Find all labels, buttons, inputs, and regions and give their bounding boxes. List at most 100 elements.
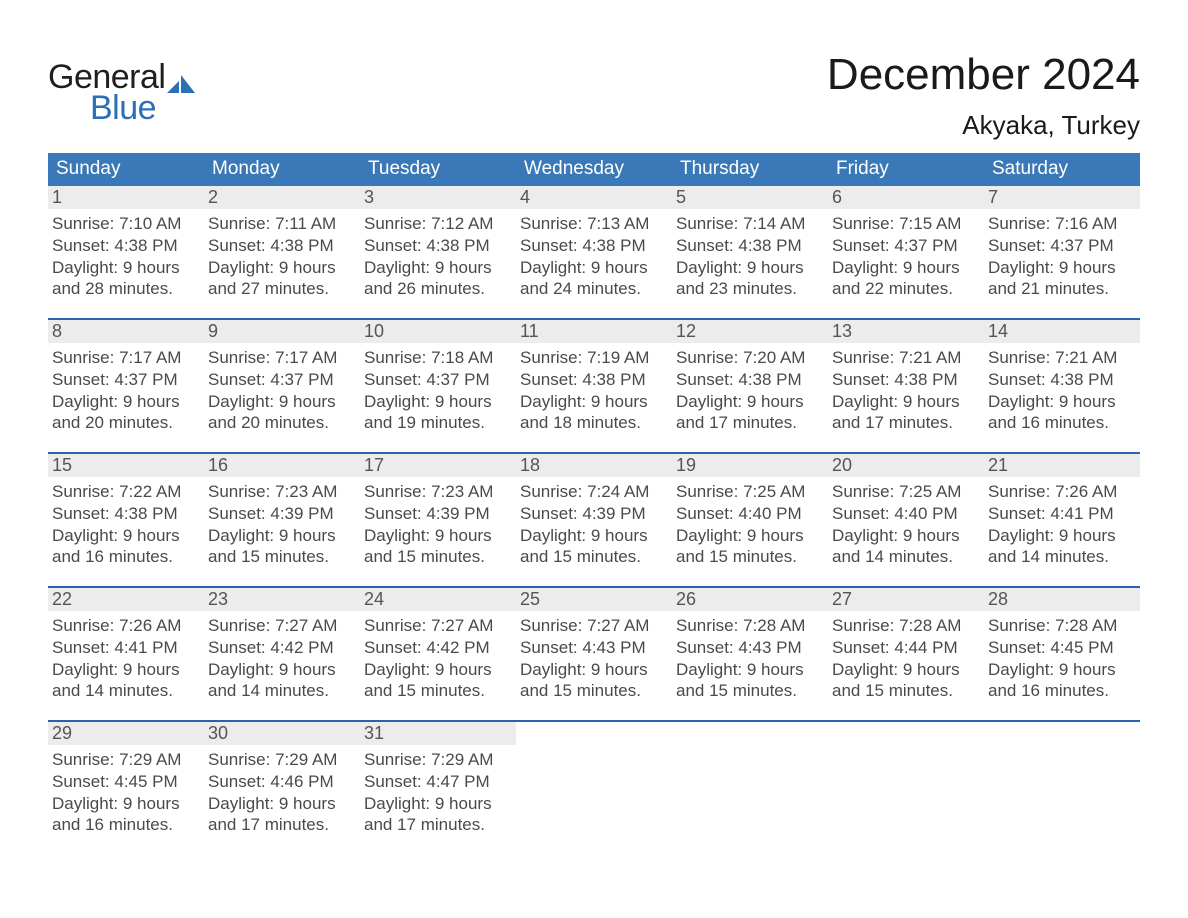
daylight-line-2: and 21 minutes. [988,278,1136,300]
day-info: Sunrise: 7:21 AMSunset: 4:38 PMDaylight:… [832,343,980,434]
daylight-line-1: Daylight: 9 hours [208,793,356,815]
calendar-day-cell: 19Sunrise: 7:25 AMSunset: 4:40 PMDayligh… [672,454,828,586]
daylight-line-1: Daylight: 9 hours [52,525,200,547]
daylight-line-1: Daylight: 9 hours [52,257,200,279]
daylight-line-2: and 14 minutes. [208,680,356,702]
sunrise-line: Sunrise: 7:18 AM [364,347,512,369]
weekday-header: Saturday [984,153,1140,186]
sunrise-line: Sunrise: 7:12 AM [364,213,512,235]
calendar-day-cell: 22Sunrise: 7:26 AMSunset: 4:41 PMDayligh… [48,588,204,720]
daylight-line-1: Daylight: 9 hours [208,525,356,547]
daylight-line-2: and 17 minutes. [208,814,356,836]
weekday-header: Monday [204,153,360,186]
daylight-line-2: and 14 minutes. [52,680,200,702]
daylight-line-2: and 15 minutes. [520,680,668,702]
daylight-line-1: Daylight: 9 hours [520,391,668,413]
calendar-day-cell: 26Sunrise: 7:28 AMSunset: 4:43 PMDayligh… [672,588,828,720]
sunrise-line: Sunrise: 7:28 AM [676,615,824,637]
daylight-line-2: and 14 minutes. [988,546,1136,568]
calendar-day-cell: 31Sunrise: 7:29 AMSunset: 4:47 PMDayligh… [360,722,516,854]
sunset-line: Sunset: 4:38 PM [208,235,356,257]
day-number: 28 [984,588,1140,611]
calendar-week-row: 29Sunrise: 7:29 AMSunset: 4:45 PMDayligh… [48,720,1140,854]
daylight-line-1: Daylight: 9 hours [676,257,824,279]
sunset-line: Sunset: 4:38 PM [988,369,1136,391]
day-number: 5 [672,186,828,209]
day-info: Sunrise: 7:25 AMSunset: 4:40 PMDaylight:… [832,477,980,568]
sunrise-line: Sunrise: 7:26 AM [52,615,200,637]
day-number: 9 [204,320,360,343]
day-number: 15 [48,454,204,477]
sunset-line: Sunset: 4:38 PM [52,503,200,525]
daylight-line-1: Daylight: 9 hours [520,257,668,279]
daylight-line-2: and 15 minutes. [364,680,512,702]
sunrise-line: Sunrise: 7:13 AM [520,213,668,235]
sunrise-line: Sunrise: 7:23 AM [364,481,512,503]
weekday-header: Wednesday [516,153,672,186]
day-info: Sunrise: 7:16 AMSunset: 4:37 PMDaylight:… [988,209,1136,300]
calendar-day-cell: 4Sunrise: 7:13 AMSunset: 4:38 PMDaylight… [516,186,672,318]
sunset-line: Sunset: 4:43 PM [520,637,668,659]
daylight-line-1: Daylight: 9 hours [988,257,1136,279]
sunset-line: Sunset: 4:47 PM [364,771,512,793]
calendar-day-cell: 10Sunrise: 7:18 AMSunset: 4:37 PMDayligh… [360,320,516,452]
daylight-line-2: and 18 minutes. [520,412,668,434]
sunset-line: Sunset: 4:42 PM [364,637,512,659]
location-subtitle: Akyaka, Turkey [827,110,1140,141]
calendar-day-cell: 16Sunrise: 7:23 AMSunset: 4:39 PMDayligh… [204,454,360,586]
calendar-day-cell: 20Sunrise: 7:25 AMSunset: 4:40 PMDayligh… [828,454,984,586]
daylight-line-1: Daylight: 9 hours [832,257,980,279]
day-info: Sunrise: 7:23 AMSunset: 4:39 PMDaylight:… [364,477,512,568]
day-info: Sunrise: 7:24 AMSunset: 4:39 PMDaylight:… [520,477,668,568]
day-info: Sunrise: 7:23 AMSunset: 4:39 PMDaylight:… [208,477,356,568]
calendar-day-cell: 15Sunrise: 7:22 AMSunset: 4:38 PMDayligh… [48,454,204,586]
weekday-header: Sunday [48,153,204,186]
sunrise-line: Sunrise: 7:29 AM [52,749,200,771]
daylight-line-1: Daylight: 9 hours [832,659,980,681]
sunset-line: Sunset: 4:39 PM [520,503,668,525]
calendar-day-cell [516,722,672,854]
daylight-line-2: and 22 minutes. [832,278,980,300]
day-info: Sunrise: 7:29 AMSunset: 4:47 PMDaylight:… [364,745,512,836]
daylight-line-1: Daylight: 9 hours [520,525,668,547]
sunset-line: Sunset: 4:38 PM [676,235,824,257]
day-info: Sunrise: 7:10 AMSunset: 4:38 PMDaylight:… [52,209,200,300]
calendar-week-row: 15Sunrise: 7:22 AMSunset: 4:38 PMDayligh… [48,452,1140,586]
daylight-line-2: and 27 minutes. [208,278,356,300]
day-info: Sunrise: 7:21 AMSunset: 4:38 PMDaylight:… [988,343,1136,434]
daylight-line-2: and 24 minutes. [520,278,668,300]
weekday-header: Tuesday [360,153,516,186]
sunset-line: Sunset: 4:40 PM [832,503,980,525]
day-info: Sunrise: 7:26 AMSunset: 4:41 PMDaylight:… [52,611,200,702]
day-info: Sunrise: 7:28 AMSunset: 4:43 PMDaylight:… [676,611,824,702]
sunrise-line: Sunrise: 7:11 AM [208,213,356,235]
day-number: 20 [828,454,984,477]
day-number: 27 [828,588,984,611]
sunrise-line: Sunrise: 7:19 AM [520,347,668,369]
day-number: 11 [516,320,672,343]
daylight-line-2: and 28 minutes. [52,278,200,300]
daylight-line-2: and 17 minutes. [832,412,980,434]
day-info: Sunrise: 7:17 AMSunset: 4:37 PMDaylight:… [208,343,356,434]
daylight-line-2: and 26 minutes. [364,278,512,300]
daylight-line-2: and 16 minutes. [52,814,200,836]
day-info: Sunrise: 7:19 AMSunset: 4:38 PMDaylight:… [520,343,668,434]
logo: General Blue [48,50,195,128]
day-number: 23 [204,588,360,611]
daylight-line-1: Daylight: 9 hours [208,391,356,413]
sunrise-line: Sunrise: 7:25 AM [676,481,824,503]
daylight-line-1: Daylight: 9 hours [364,659,512,681]
day-number: 10 [360,320,516,343]
sunset-line: Sunset: 4:38 PM [676,369,824,391]
daylight-line-2: and 14 minutes. [832,546,980,568]
day-number: 13 [828,320,984,343]
daylight-line-1: Daylight: 9 hours [364,391,512,413]
daylight-line-2: and 17 minutes. [364,814,512,836]
sunset-line: Sunset: 4:45 PM [988,637,1136,659]
daylight-line-1: Daylight: 9 hours [676,659,824,681]
day-number: 6 [828,186,984,209]
calendar-day-cell [672,722,828,854]
logo-flag-icon [167,71,195,93]
daylight-line-2: and 19 minutes. [364,412,512,434]
daylight-line-1: Daylight: 9 hours [676,391,824,413]
